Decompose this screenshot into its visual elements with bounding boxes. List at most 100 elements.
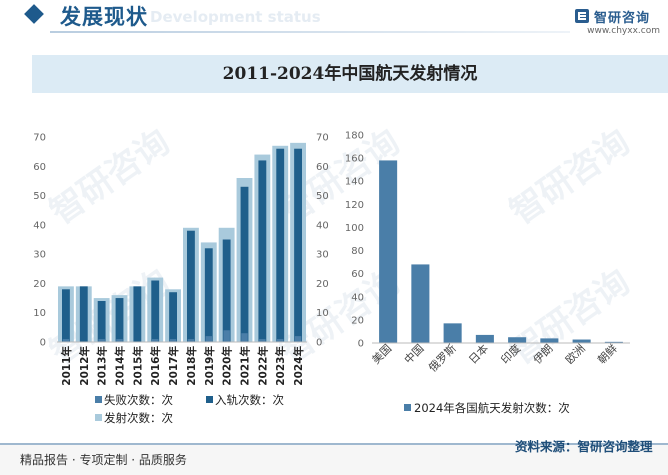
y2-tick-label: 70: [316, 133, 329, 144]
bar-orbit: [187, 230, 195, 342]
x-category-label: 2013年: [96, 346, 109, 386]
x-category-label: 2016年: [149, 346, 162, 386]
y-tick-label-right: 140: [345, 177, 364, 188]
y-tick-label-right: 0: [358, 339, 364, 350]
x-category-label: 2020年: [221, 346, 234, 386]
x-category-label: 2019年: [203, 346, 216, 386]
footer-tagline: 精品报告 · 专项定制 · 品质服务: [20, 453, 187, 467]
bar-country: [508, 337, 527, 343]
x-category-label: 2014年: [114, 346, 127, 386]
bar-orbit: [151, 280, 160, 342]
x-country-label: 伊朗: [531, 342, 556, 367]
section-ghost-text: Development status: [150, 8, 321, 26]
y-tick-label-left: 10: [33, 308, 46, 319]
bar-orbit: [133, 286, 142, 342]
bar-orbit: [204, 248, 213, 342]
brand-name: 智研咨询: [594, 11, 651, 26]
bar-country: [572, 339, 591, 343]
y-tick-label-left: 30: [33, 250, 46, 261]
bar-failures: [98, 339, 105, 342]
x-category-label: 2018年: [185, 346, 198, 386]
section-title: 发展现状: [60, 5, 148, 29]
bar-orbit: [276, 148, 285, 342]
bar-failures: [169, 339, 177, 342]
bar-orbit: [258, 160, 267, 342]
bar-failures: [294, 336, 302, 342]
bar-orbit: [62, 289, 70, 342]
chart-title: 2011-2024年中国航天发射情况: [222, 64, 478, 84]
bar-orbit: [294, 148, 302, 342]
x-category-label: 2021年: [239, 346, 252, 386]
y-tick-label-right: 80: [351, 246, 364, 257]
data-source: 资料来源：智研咨询整理: [515, 439, 653, 454]
bar-failures: [223, 330, 230, 342]
y-tick-label-left: 0: [40, 338, 46, 349]
header-rule: [50, 31, 570, 33]
legend-swatch: [404, 404, 411, 411]
bar-country: [411, 264, 430, 343]
y-tick-label-left: 70: [33, 133, 46, 144]
legend-label: 失败次数：次: [104, 393, 173, 407]
y-tick-label-right: 60: [351, 269, 364, 280]
page-footer: 精品报告 · 专项定制 · 品质服务: [0, 443, 668, 475]
brand-block: 智研咨询 www.chyxx.com: [574, 6, 664, 36]
x-country-label: 中国: [402, 342, 427, 367]
bar-orbit: [115, 298, 124, 342]
bar-orbit: [222, 239, 231, 342]
y2-tick-label: 30: [316, 250, 329, 261]
brand-logo-icon: [575, 9, 589, 23]
x-category-label: 2011年: [60, 346, 73, 386]
y-tick-label-right: 160: [345, 154, 364, 165]
bar-failures: [205, 336, 212, 342]
x-country-label: 美国: [369, 342, 394, 367]
y-tick-label-right: 40: [351, 292, 364, 303]
y-tick-label-left: 40: [33, 220, 46, 231]
legend-swatch: [95, 396, 102, 403]
bar-orbit: [79, 286, 88, 342]
bar-country: [475, 334, 494, 343]
bar-failures: [259, 339, 266, 342]
legend-label: 2024年各国航天发射次数：次: [414, 401, 570, 415]
y-tick-label-left: 20: [33, 279, 46, 290]
legend-swatch: [95, 414, 102, 421]
x-category-label: 2017年: [167, 346, 180, 386]
bar-country: [379, 160, 398, 343]
y-tick-label-right: 20: [351, 315, 364, 326]
bar-orbit: [240, 186, 249, 342]
bar-country: [604, 341, 623, 343]
legend-label: 发射次数：次: [104, 411, 173, 425]
bar-failures: [241, 333, 248, 342]
page-header: Development status 发展现状 智研咨询 www.chyxx.c…: [0, 0, 668, 38]
bar-country: [443, 323, 462, 343]
y-tick-label-right: 100: [345, 223, 364, 234]
bar-country: [540, 338, 559, 343]
x-country-label: 俄罗斯: [426, 342, 459, 375]
bar-failures: [116, 339, 123, 342]
x-country-label: 日本: [466, 341, 491, 366]
y-tick-label-left: 60: [33, 162, 46, 173]
legend-swatch: [206, 396, 213, 403]
y2-tick-label: 40: [316, 220, 329, 231]
brand-url: www.chyxx.com: [587, 26, 660, 36]
x-category-label: 2012年: [78, 346, 91, 386]
bar-failures: [62, 339, 70, 342]
bar-failures: [152, 339, 159, 342]
x-category-label: 2024年: [292, 346, 305, 386]
bar-orbit: [169, 292, 177, 342]
y2-tick-label: 50: [316, 191, 329, 202]
x-country-label: 朝鲜: [595, 341, 620, 366]
y-tick-label-left: 50: [33, 191, 46, 202]
footer-rule: [0, 443, 668, 445]
y2-tick-label: 60: [316, 162, 329, 173]
x-category-label: 2023年: [274, 346, 287, 386]
y-tick-label-right: 180: [345, 131, 364, 142]
bar-failures: [277, 339, 284, 342]
x-category-label: 2022年: [256, 346, 269, 386]
chart-title-band: 2011-2024年中国航天发射情况: [32, 55, 668, 93]
bar-orbit: [97, 301, 106, 342]
bar-failures: [187, 339, 195, 342]
y2-tick-label: 20: [316, 279, 329, 290]
x-category-label: 2015年: [131, 346, 144, 386]
x-country-label: 欧洲: [563, 342, 588, 367]
